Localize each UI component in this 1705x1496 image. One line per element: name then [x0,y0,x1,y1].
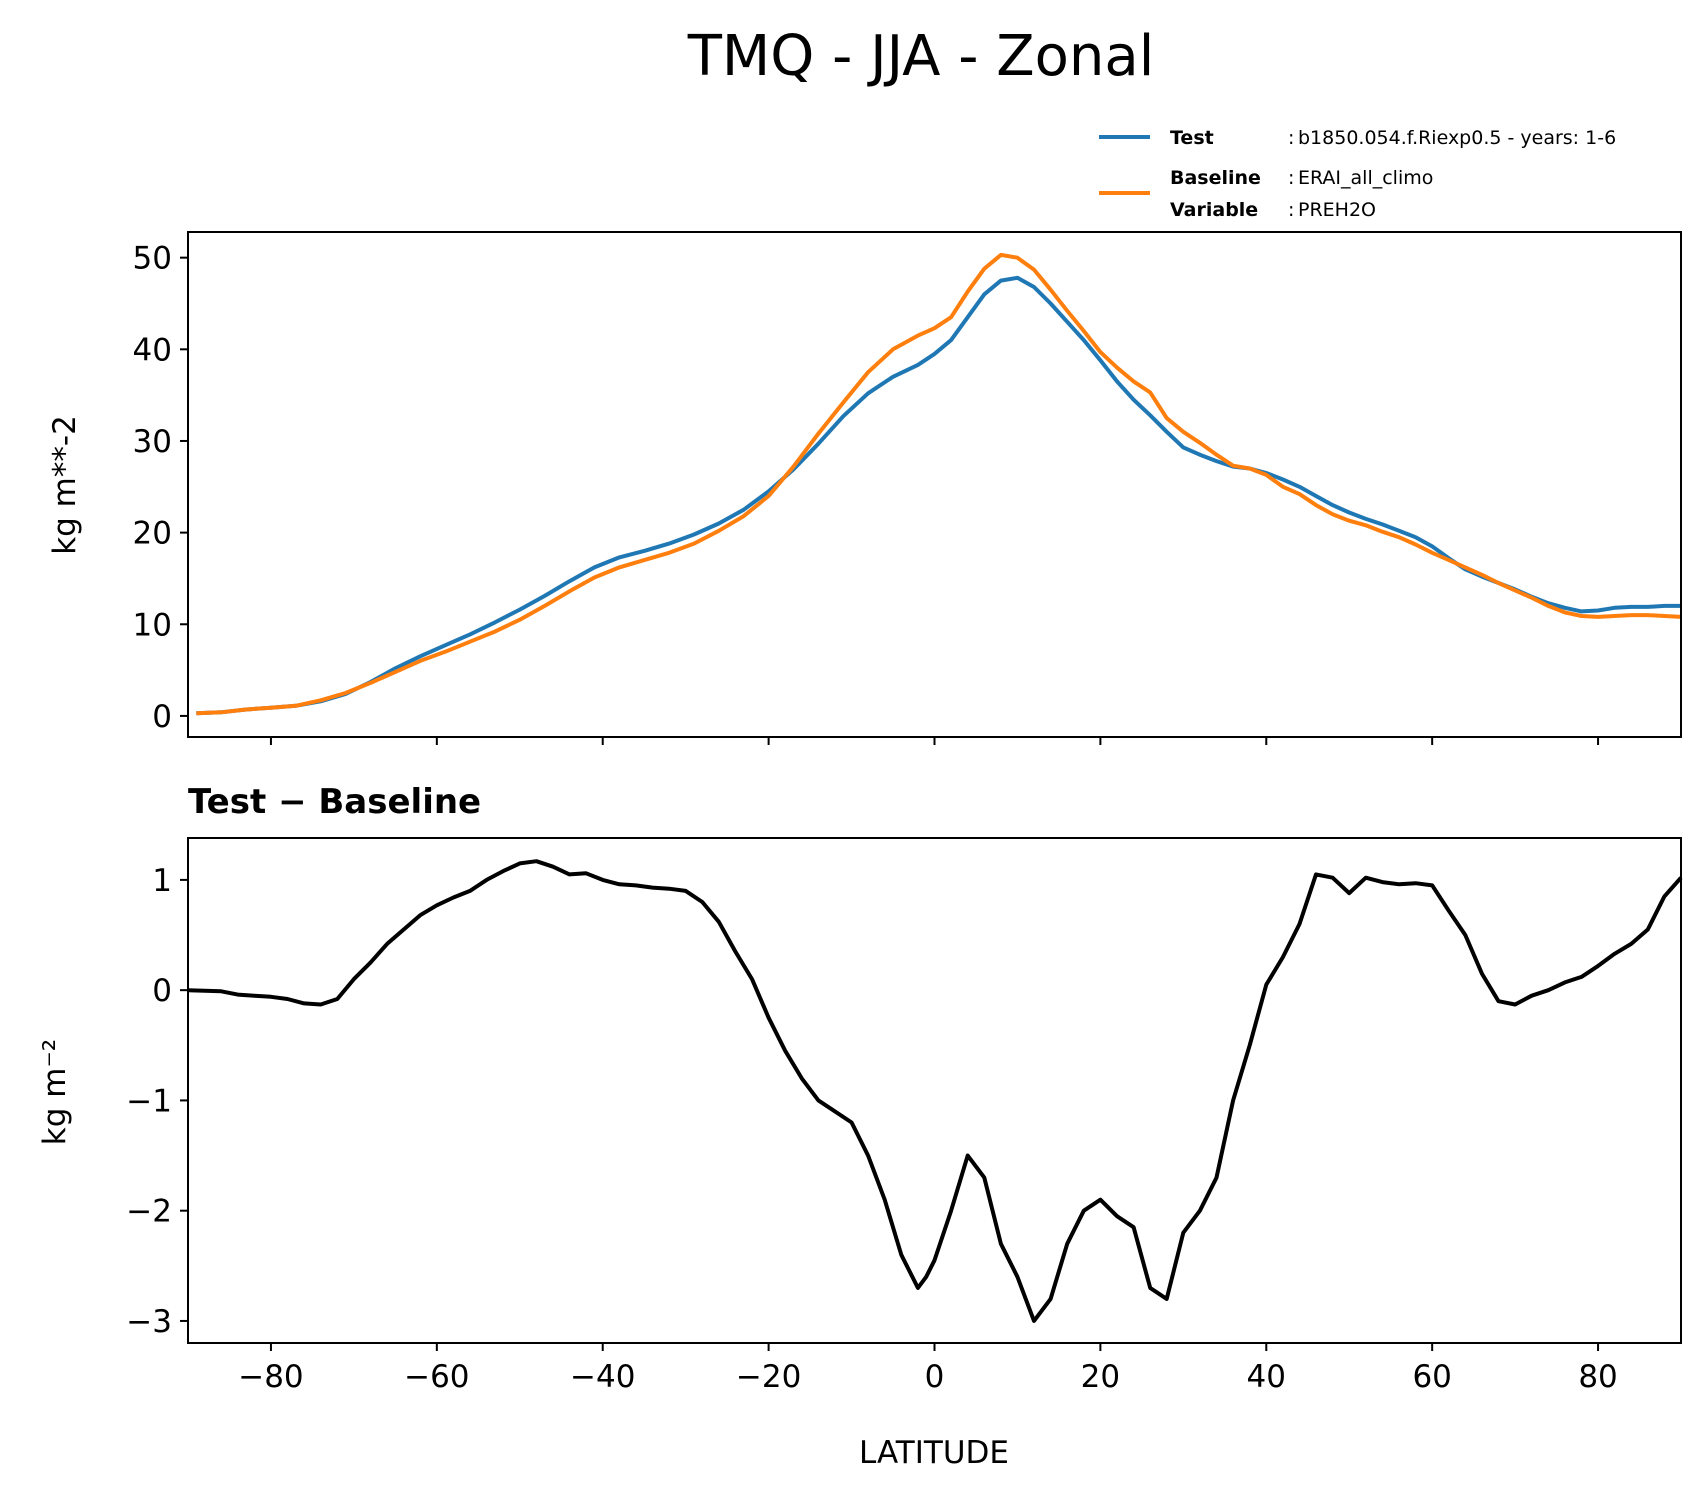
xtick-label: 80 [1578,1359,1617,1395]
series-line-baseline [196,252,1682,716]
legend-variable-key: Variable [1170,199,1258,221]
bottom-ylabel: kg m⁻² [37,1039,73,1145]
top-ylabel: kg m**-2 [47,415,83,555]
ytick-label: 10 [133,607,172,643]
top-ticks-group: 0 10 20 30 40 50 [133,241,1600,745]
ytick-label: −3 [126,1304,172,1340]
top-axes-frame [187,231,1682,738]
ytick-label: 1 [152,863,172,899]
legend-test-sep: : [1288,127,1294,149]
legend-baseline-text: ERAI_all_climo [1298,167,1433,189]
ytick-label: 0 [152,699,172,735]
xtick-label: −80 [238,1359,303,1395]
legend-test-key: Test [1170,127,1214,149]
xtick-label: −60 [404,1359,469,1395]
ytick-label: 20 [133,516,172,552]
bottom-subtitle: Test − Baseline [188,782,481,822]
ytick-label: 40 [133,332,172,368]
xtick-label: −40 [570,1359,635,1395]
figure-title: TMQ - JJA - Zonal [687,24,1155,89]
legend-variable-text: PREH2O [1298,199,1376,221]
bottom-axes-frame [187,837,1682,1344]
series-line-test-baseline [187,859,1683,1323]
bottom-xlabel: LATITUDE [859,1435,1009,1471]
bottom-panel: Test − Baseline −3 −2 −1 0 1 −80 −60 −40 −20 0 20 4… [37,782,1683,1471]
xtick-label: −20 [736,1359,801,1395]
xtick-label: 40 [1247,1359,1286,1395]
bottom-ticks-group: −3 −2 −1 0 1 −80 −60 −40 −20 0 20 40 60 80 [126,863,1617,1395]
legend-baseline-key: Baseline [1170,167,1261,189]
legend-baseline-sep: : [1288,167,1294,189]
xtick-label: 60 [1412,1359,1451,1395]
ytick-label: −1 [126,1083,172,1119]
ytick-label: −2 [126,1194,172,1230]
ytick-label: 0 [152,973,172,1009]
top-series-group [196,252,1682,716]
legend: Test : b1850.054.f.Riexp0.5 - years: 1-6… [1099,127,1616,221]
legend-test-text: b1850.054.f.Riexp0.5 - years: 1-6 [1298,127,1616,149]
xtick-label: 20 [1081,1359,1120,1395]
legend-variable-sep: : [1288,199,1294,221]
bottom-series-group [187,859,1683,1323]
ytick-label: 30 [133,424,172,460]
ytick-label: 50 [133,241,172,277]
xtick-label: 0 [925,1359,945,1395]
top-panel: 0 10 20 30 40 50 kg m**-2 [47,231,1682,745]
